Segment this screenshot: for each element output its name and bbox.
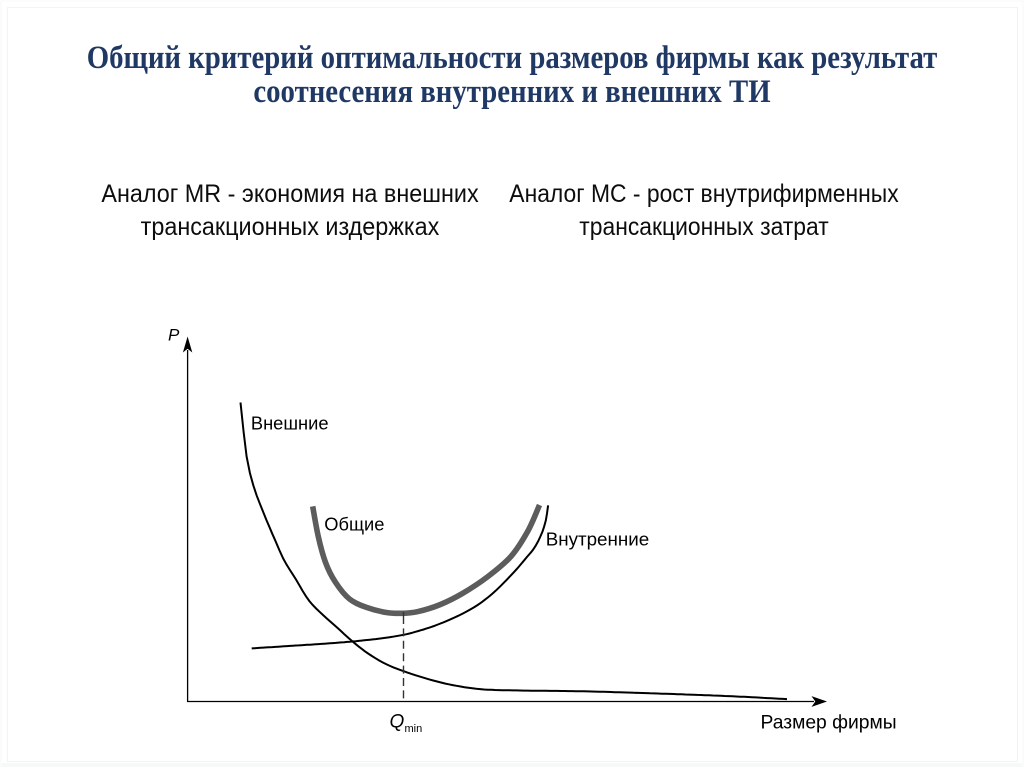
svg-text:Размер фирмы: Размер фирмы [761,713,897,734]
svg-text:Внутренние: Внутренние [546,528,649,549]
svg-text:Внешние: Внешние [251,413,329,434]
svg-text:Q: Q [390,712,405,733]
svg-text:min: min [405,723,423,735]
svg-text:Общие: Общие [324,514,384,535]
svg-text:P: P [168,326,180,345]
